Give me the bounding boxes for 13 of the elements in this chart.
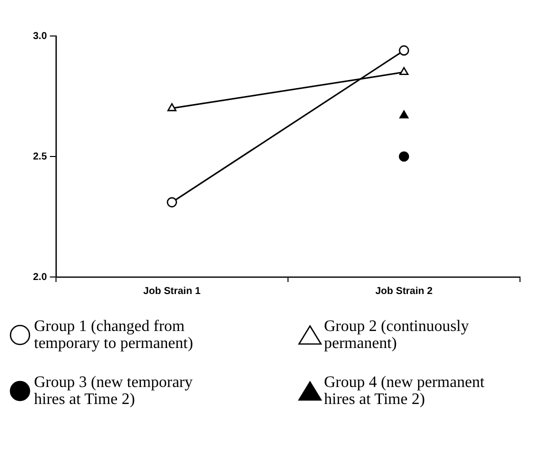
x-tick-label: Job Strain 2 — [375, 286, 434, 297]
legend-label: Group 1 (changed from temporary to permanent) — [34, 318, 194, 352]
point — [398, 151, 410, 162]
point — [398, 45, 410, 56]
y-tick-label: 2.0 — [32, 272, 48, 283]
point — [399, 110, 409, 118]
legend-label: Group 4 (new permanent hires at Time 2) — [324, 374, 486, 408]
point — [166, 197, 178, 208]
y-tick-label: 2.5 — [32, 151, 48, 162]
legend-label: Group 3 (new temporary hires at Time 2) — [34, 374, 194, 408]
x-tick-label: Job Strain 1 — [143, 286, 201, 297]
y-tick-label: 3.0 — [32, 30, 48, 42]
legend-label: Group 2 (continuously permanent) — [324, 318, 470, 352]
